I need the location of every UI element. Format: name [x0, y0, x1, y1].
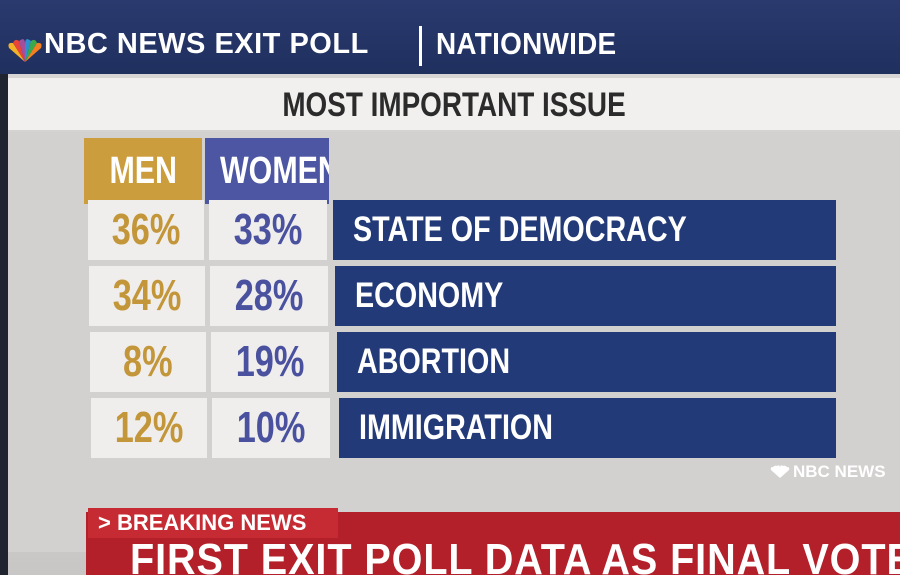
men-percent-cell: 34% — [89, 266, 205, 326]
men-percent-cell: 36% — [88, 200, 204, 260]
nbc-watermark: NBC NEWS — [770, 462, 886, 482]
column-header-women: WOMEN — [205, 138, 329, 204]
chart-title: MOST IMPORTANT ISSUE — [282, 86, 626, 124]
header-divider — [419, 26, 422, 66]
women-percent-cell: 33% — [209, 200, 327, 260]
region-title: NATIONWIDE — [436, 26, 617, 61]
screen-bezel — [0, 74, 8, 575]
issue-label-bar: IMMIGRATION — [339, 398, 836, 458]
brand-title: NBC NEWS EXIT POLL — [44, 28, 369, 60]
women-percent-cell: 19% — [211, 332, 329, 392]
issue-label-bar: ECONOMY — [335, 266, 836, 326]
breaking-news-label: > BREAKING NEWS — [88, 508, 338, 538]
women-percent-cell: 10% — [212, 398, 330, 458]
top-banner: NBC NEWS EXIT POLL NATIONWIDE — [0, 0, 900, 74]
nbc-peacock-icon — [8, 39, 42, 62]
issue-label-bar: STATE OF DEMOCRACY — [333, 200, 836, 260]
issue-label-bar: ABORTION — [337, 332, 836, 392]
men-percent-cell: 12% — [91, 398, 207, 458]
column-header-men: MEN — [84, 138, 202, 204]
ticker-headline: FIRST EXIT POLL DATA AS FINAL VOTES — [130, 535, 900, 575]
nbc-peacock-small-icon — [770, 465, 790, 478]
women-percent-cell: 28% — [210, 266, 328, 326]
title-bar: MOST IMPORTANT ISSUE — [8, 78, 900, 130]
men-percent-cell: 8% — [90, 332, 206, 392]
